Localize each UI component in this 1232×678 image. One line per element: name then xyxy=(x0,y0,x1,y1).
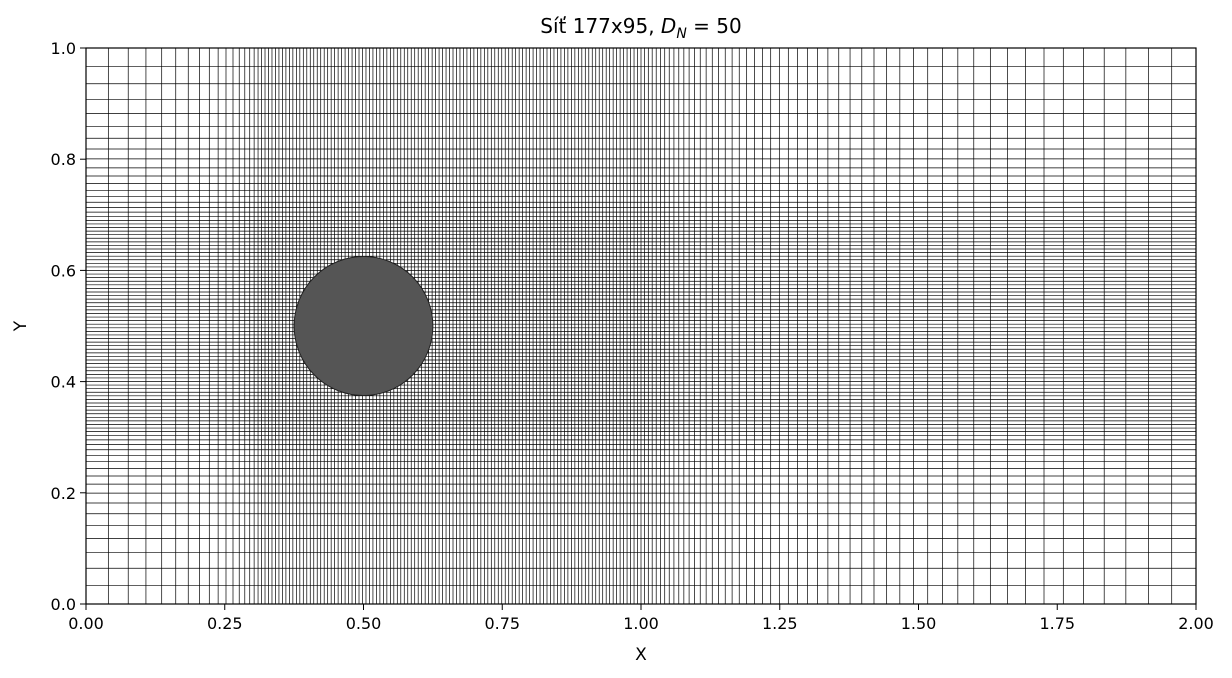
x-tick-label: 1.75 xyxy=(1039,614,1075,633)
y-tick-label: 0.0 xyxy=(51,595,76,614)
mesh-grid xyxy=(85,47,1197,605)
x-tick-label: 1.00 xyxy=(623,614,659,633)
y-tick-label: 0.8 xyxy=(51,150,76,169)
x-tick-label: 1.50 xyxy=(901,614,937,633)
x-tick-label: 0.00 xyxy=(68,614,104,633)
chart-title: Síť 177x95, DN = 50 xyxy=(86,14,1196,42)
chart-title-prefix: Síť 177x95, xyxy=(540,14,661,38)
chart-title-suffix: = 50 xyxy=(686,14,742,38)
y-axis-label: Y xyxy=(11,320,31,332)
x-tick-label: 0.50 xyxy=(346,614,382,633)
y-axis: 0.0 0.2 0.4 0.6 0.8 1.0 xyxy=(51,39,86,614)
x-tick-label: 2.00 xyxy=(1178,614,1214,633)
y-tick-label: 1.0 xyxy=(51,39,76,58)
x-tick-label: 0.75 xyxy=(484,614,520,633)
circular-obstacle-shape xyxy=(293,256,434,396)
y-tick-label: 0.2 xyxy=(51,484,76,503)
x-axis: 0.00 0.25 0.50 0.75 1.00 1.25 1.50 1.75 2.00 xyxy=(68,604,1214,633)
x-tick-label: 1.25 xyxy=(762,614,798,633)
x-axis-label: X xyxy=(635,645,647,665)
y-tick-label: 0.4 xyxy=(51,373,76,392)
y-tick-label: 0.6 xyxy=(51,261,76,280)
x-tick-label: 0.25 xyxy=(207,614,243,633)
chart-title-symbol: D xyxy=(660,14,677,38)
chart-title-subscript: N xyxy=(676,26,687,42)
